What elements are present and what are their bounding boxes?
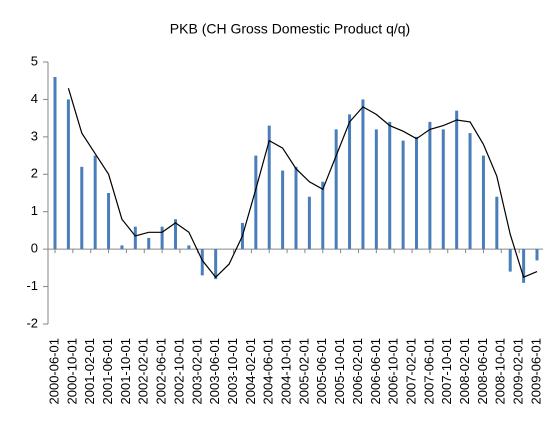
x-tick-label: 2005-06-01 [314,338,329,405]
bar [214,249,218,280]
y-tick-label: 1 [31,203,38,218]
chart-title: PKB (CH Gross Domestic Product q/q) [170,21,410,37]
bar [428,121,432,250]
bar [267,125,271,250]
bar [93,155,97,250]
bar [133,226,137,250]
line [67,88,538,279]
y-tick-label: -2 [26,315,38,330]
x-tick-label: 2005-02-01 [296,338,311,405]
x-tick-label: 2008-10-01 [493,338,508,405]
bar [401,140,405,250]
x-tick-label: 2005-10-01 [332,338,347,405]
bar [174,219,177,250]
bar [254,155,258,250]
x-tick-label: 2001-10-01 [118,338,133,405]
bar [334,129,338,250]
bar [495,196,499,250]
bar [160,226,164,250]
y-tick-label: 4 [31,91,38,106]
bar [120,245,124,250]
x-tick-label: 2003-10-01 [225,338,240,405]
bar [455,110,459,250]
x-tick-label: 2006-02-01 [350,338,365,405]
x-tick-label: 2007-02-01 [403,338,418,405]
x-tick-label: 2002-10-01 [171,338,186,405]
x-tick-label: 2008-02-01 [457,338,472,405]
bar [107,193,111,250]
bar [535,249,539,261]
y-tick-label: 3 [31,128,38,143]
y-tick-label: 5 [31,53,38,68]
x-tick-label: 2009-06-01 [528,338,543,405]
bar [348,114,352,250]
bar [281,170,285,250]
x-tick-label: 2003-06-01 [207,338,222,405]
x-tick-label: 2002-02-01 [136,338,151,405]
x-tick-label: 2004-02-01 [243,338,258,405]
bar [508,249,512,272]
bar [80,166,84,250]
bar [468,133,472,250]
x-tick-label: 2001-02-01 [82,338,97,405]
x-tick-label: 2000-10-01 [64,338,79,405]
bar [441,129,445,250]
x-tick-label: 2007-06-01 [421,338,436,405]
x-tick-label: 2004-10-01 [279,338,294,405]
y-tick-label: 2 [31,166,38,181]
bar [66,99,70,250]
x-tick-label: 2003-02-01 [189,338,204,405]
x-tick-label: 2002-06-01 [154,338,169,405]
x-tick-label: 2006-06-01 [368,338,383,405]
x-tick-label: 2008-06-01 [475,338,490,405]
bar [294,166,298,250]
bar [522,249,526,283]
bar [481,155,485,250]
x-tick-label: 2007-10-01 [439,338,454,405]
bar [321,181,325,250]
bar [147,237,151,250]
x-tick-label: 2004-06-01 [261,338,276,405]
bar [388,121,392,250]
bar [415,136,418,250]
bar [307,196,311,250]
y-tick-label: 0 [31,241,38,256]
bar [53,76,57,250]
bar [200,249,204,276]
bar [361,99,365,250]
bar [187,245,191,250]
x-tick-label: 2001-06-01 [100,338,115,405]
bar [374,129,378,250]
x-tick-label: 2006-10-01 [386,338,401,405]
y-tick-label: -1 [26,278,38,293]
x-tick-label: 2000-06-01 [46,338,61,405]
x-tick-label: 2009-02-01 [511,338,526,405]
